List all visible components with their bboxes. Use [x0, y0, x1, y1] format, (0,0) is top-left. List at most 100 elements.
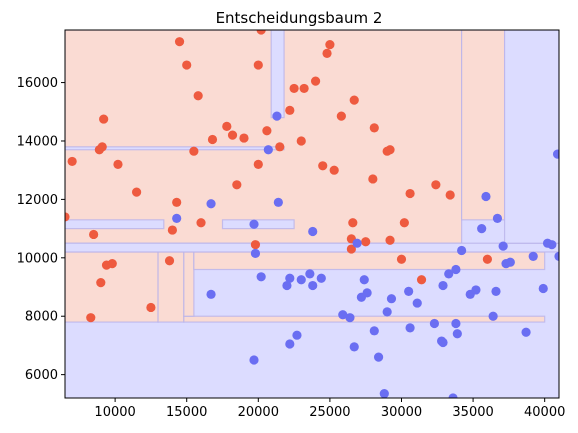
chart-title: Entscheidungsbaum 2 [216, 9, 383, 27]
point-red-13 [164, 256, 175, 266]
point-blue-2 [206, 289, 216, 299]
point-blue-12 [285, 339, 295, 349]
point-red-11 [131, 187, 142, 197]
point-blue-56 [538, 283, 548, 294]
x-tick-label: 15000 [166, 405, 207, 420]
point-red-16 [174, 37, 185, 47]
region-red-2 [183, 315, 546, 323]
point-red-56 [431, 180, 441, 190]
point-red-45 [349, 95, 359, 105]
point-blue-5 [249, 355, 259, 365]
point-red-25 [239, 133, 249, 143]
point-red-1 [67, 156, 77, 167]
x-tick-label: 10000 [94, 405, 135, 420]
point-red-20 [196, 218, 206, 228]
point-blue-43 [457, 245, 467, 256]
point-red-48 [369, 123, 379, 133]
point-blue-38 [444, 269, 454, 279]
x-axis: 10000 15000 20000 25000 30000 35000 40000 [94, 398, 565, 420]
point-red-37 [318, 161, 328, 171]
y-tick-label: 14000 [17, 134, 58, 149]
point-blue-14 [296, 275, 306, 285]
point-blue-42 [452, 329, 462, 339]
point-blue-37 [438, 337, 448, 348]
point-red-27 [253, 159, 263, 169]
point-red-47 [368, 174, 378, 184]
point-blue-46 [477, 224, 487, 234]
point-blue-54 [521, 327, 531, 337]
point-blue-39 [448, 393, 458, 398]
x-tick-label: 35000 [452, 405, 493, 420]
point-blue-9 [273, 197, 283, 207]
point-red-50 [385, 145, 395, 155]
point-blue-0 [172, 213, 182, 223]
point-blue-50 [492, 213, 503, 223]
region-blue-12 [503, 30, 559, 244]
y-tick-label: 6000 [25, 368, 58, 383]
point-red-32 [285, 105, 295, 115]
point-red-0 [65, 212, 70, 222]
point-blue-53 [505, 257, 515, 267]
point-red-54 [405, 188, 415, 199]
x-tick-label: 40000 [524, 405, 565, 420]
point-blue-22 [352, 238, 362, 248]
point-red-42 [346, 244, 356, 254]
point-red-24 [232, 180, 242, 190]
region-red-3 [183, 251, 195, 317]
point-red-12 [146, 302, 156, 313]
point-blue-18 [316, 273, 326, 283]
point-red-58 [482, 254, 493, 264]
point-blue-28 [379, 389, 389, 398]
decision-regions [65, 30, 559, 323]
point-blue-21 [349, 342, 359, 352]
point-red-18 [189, 146, 199, 156]
point-red-41 [336, 111, 346, 121]
point-blue-27 [373, 352, 384, 362]
point-red-44 [348, 218, 358, 228]
point-red-29 [256, 30, 266, 35]
point-blue-10 [282, 280, 292, 291]
x-tick-label: 20000 [238, 405, 279, 420]
point-red-52 [396, 254, 407, 264]
point-red-22 [222, 121, 232, 131]
point-blue-25 [362, 288, 372, 298]
point-blue-30 [386, 294, 397, 304]
point-blue-29 [382, 307, 392, 317]
point-blue-17 [308, 226, 318, 237]
point-blue-55 [528, 251, 538, 261]
scatter-points [65, 30, 559, 398]
point-blue-1 [206, 199, 216, 209]
point-red-51 [385, 235, 395, 245]
y-tick-label: 16000 [17, 76, 58, 91]
x-tick-label: 25000 [309, 405, 350, 420]
point-red-19 [193, 91, 203, 101]
point-blue-20 [345, 313, 355, 323]
point-red-28 [253, 60, 263, 70]
point-red-2 [89, 229, 99, 240]
x-tick-label: 30000 [381, 405, 422, 420]
y-tick-label: 12000 [17, 193, 58, 208]
point-red-35 [299, 83, 309, 94]
region-blue-11 [270, 30, 285, 119]
point-red-53 [399, 218, 409, 228]
y-axis: 6000 8000 10000 12000 14000 16000 [17, 76, 65, 383]
point-blue-49 [491, 286, 501, 296]
point-red-26 [250, 240, 261, 250]
point-blue-3 [250, 248, 261, 259]
point-red-57 [445, 190, 455, 200]
point-blue-19 [338, 310, 348, 320]
point-blue-26 [369, 326, 379, 336]
point-red-6 [99, 114, 109, 124]
point-red-33 [289, 83, 299, 94]
point-blue-11 [285, 273, 295, 283]
point-red-14 [167, 225, 177, 235]
point-red-21 [207, 134, 218, 145]
y-tick-label: 10000 [17, 251, 58, 266]
region-red-6 [461, 30, 506, 221]
point-red-34 [296, 136, 306, 146]
region-red-4 [193, 251, 546, 271]
point-red-15 [172, 197, 182, 207]
point-red-3 [86, 313, 96, 323]
plot-frame [64, 29, 560, 399]
